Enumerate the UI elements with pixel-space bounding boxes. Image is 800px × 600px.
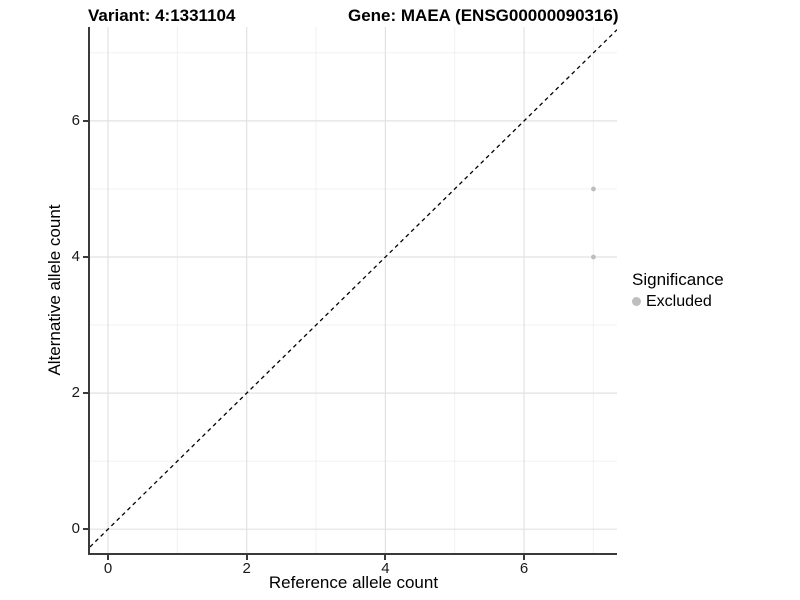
x-tick-label: 6 — [519, 560, 529, 577]
legend-key-dot-icon — [632, 297, 641, 306]
identity-reference-line — [90, 29, 617, 548]
x-tick-mark — [523, 555, 526, 560]
legend: Significance Excluded — [632, 270, 724, 311]
x-axis-title: Reference allele count — [268, 573, 439, 592]
data-point — [591, 186, 596, 192]
plot-title-variant: Variant: 4:1331104 — [88, 6, 236, 25]
legend-item-excluded: Excluded — [632, 292, 724, 311]
data-point — [591, 254, 596, 260]
legend-title: Significance — [632, 270, 724, 289]
x-tick-label: 0 — [103, 560, 113, 577]
y-tick-mark — [83, 255, 88, 258]
y-tick-mark — [83, 119, 88, 122]
legend-item-label: Excluded — [646, 293, 712, 310]
x-tick-mark — [107, 555, 110, 560]
y-tick-label: 4 — [71, 247, 80, 265]
x-tick-label: 2 — [242, 560, 251, 577]
x-tick-mark — [384, 555, 387, 560]
y-tick-label: 2 — [71, 384, 80, 402]
y-tick-mark — [83, 392, 88, 395]
y-tick-mark — [83, 528, 88, 531]
plot-panel — [88, 27, 617, 555]
plot-panel-svg — [90, 27, 617, 553]
y-tick-label: 6 — [71, 111, 80, 129]
x-tick-label: 4 — [381, 560, 390, 577]
plot-title-gene: Gene: MAEA (ENSG00000090316) — [348, 6, 619, 25]
y-tick-label: 0 — [71, 520, 80, 538]
x-tick-mark — [245, 555, 248, 560]
